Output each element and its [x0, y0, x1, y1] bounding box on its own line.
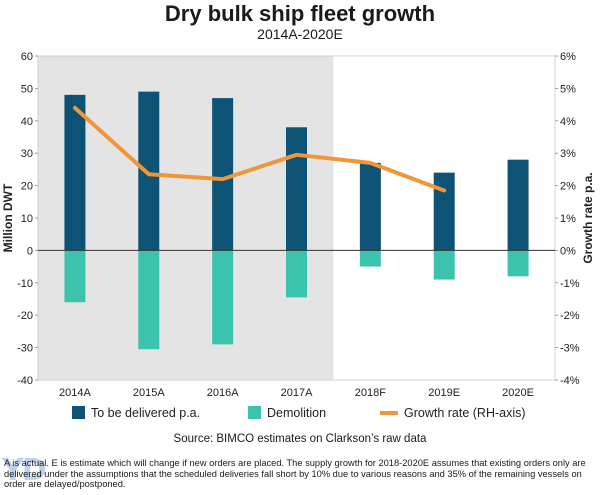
x-tick-label: 2016A: [207, 387, 239, 399]
right-axis-ticks: 6% 5% 4% 3% 2% 1% 0% -1% -2% -3% -4%: [560, 51, 580, 387]
y-axis-label: Million DWT: [1, 183, 15, 252]
x-tick-label: 2018F: [355, 387, 386, 399]
legend-swatch: [72, 406, 85, 419]
y-tick-label: 10: [21, 213, 33, 225]
chart: 60 50 40 30 20 10 0 -10 -20 -30 -40 6% 5% 4% 3% 2% 1% 0%…: [1, 51, 595, 420]
y-tick-label: -40: [17, 375, 33, 387]
legend-swatch: [248, 406, 261, 419]
bar-delivered-2020E: [507, 159, 529, 251]
footnote: A is actual. E is estimate which will ch…: [4, 458, 586, 490]
growth-point: [148, 173, 150, 175]
bar-demolition-2018F: [359, 250, 381, 267]
y-tick-label: -30: [17, 343, 33, 355]
historical-shade: [38, 56, 334, 380]
y2-tick-label: 0%: [560, 245, 576, 257]
gridlines: [35, 55, 558, 381]
y-tick-label: -20: [17, 310, 33, 322]
y2-tick-label: -4%: [560, 375, 580, 387]
growth-point: [443, 189, 445, 191]
x-tick-label: 2020E: [502, 387, 534, 399]
growth-point: [296, 154, 297, 156]
y2-tick-label: 2%: [560, 181, 576, 193]
y-tick-label: 40: [21, 116, 33, 128]
watermark-logo: YD: [2, 453, 47, 488]
growth-point: [369, 162, 371, 164]
y2-tick-label: 6%: [560, 51, 576, 63]
bar-delivered-2014A: [64, 94, 86, 251]
left-axis-ticks: 60 50 40 30 20 10 0 -10 -20 -30 -40: [17, 51, 33, 387]
bar-demolition-2020E: [507, 250, 529, 277]
y-tick-label: 50: [21, 83, 33, 95]
source-note: Source: BIMCO estimates on Clarkson’s ra…: [173, 433, 427, 445]
x-tick-label: 2017A: [281, 387, 313, 399]
y-tick-label: 0: [27, 245, 33, 257]
y2-tick-label: 5%: [560, 83, 576, 95]
x-axis-ticks: 2014A 2015A 2016A 2017A 2018F 2019E 2020E: [59, 387, 534, 399]
bar-demolition-2014A: [64, 250, 86, 303]
y2-tick-label: -2%: [560, 310, 580, 322]
growth-rate-line: [72, 105, 447, 193]
chart-title: Dry bulk ship fleet growth: [164, 1, 436, 26]
legend-label: To be delivered p.a.: [91, 406, 200, 420]
x-tick-label: 2015A: [133, 387, 165, 399]
x-tick-label: 2019E: [428, 387, 460, 399]
y-tick-label: 20: [21, 181, 33, 193]
bar-delivered-2017A: [286, 127, 307, 251]
y2-tick-label: 3%: [560, 148, 576, 160]
y2-tick-label: -3%: [560, 343, 580, 355]
y2-axis-label: Growth rate p.a.: [581, 172, 595, 263]
bar-delivered-2018F: [359, 162, 381, 251]
bar-demolition-2016A: [212, 250, 234, 345]
y2-tick-label: 1%: [560, 213, 576, 225]
bar-demolition-2019E: [433, 250, 455, 280]
growth-point: [222, 178, 224, 180]
legend-label: Demolition: [267, 406, 326, 420]
y-tick-label: 60: [21, 51, 33, 63]
y-tick-label: -10: [17, 278, 33, 290]
x-tick-label: 2014A: [59, 387, 91, 399]
y2-tick-label: -1%: [560, 278, 580, 290]
bar-delivered-2015A: [138, 91, 160, 251]
growth-point: [74, 107, 76, 109]
y2-tick-label: 4%: [560, 116, 576, 128]
bar-delivered-2016A: [212, 98, 234, 251]
legend-label: Growth rate (RH-axis): [404, 406, 526, 420]
bar-delivered-2019E: [433, 172, 455, 251]
bar-demolition-2017A: [286, 250, 307, 298]
bar-demolition-2015A: [138, 250, 160, 350]
y-tick-label: 30: [21, 148, 33, 160]
growth-line-series: [72, 105, 447, 193]
legend: To be delivered p.a. Demolition Growth rat…: [72, 406, 526, 420]
chart-subtitle: 2014A-2020E: [257, 26, 343, 42]
